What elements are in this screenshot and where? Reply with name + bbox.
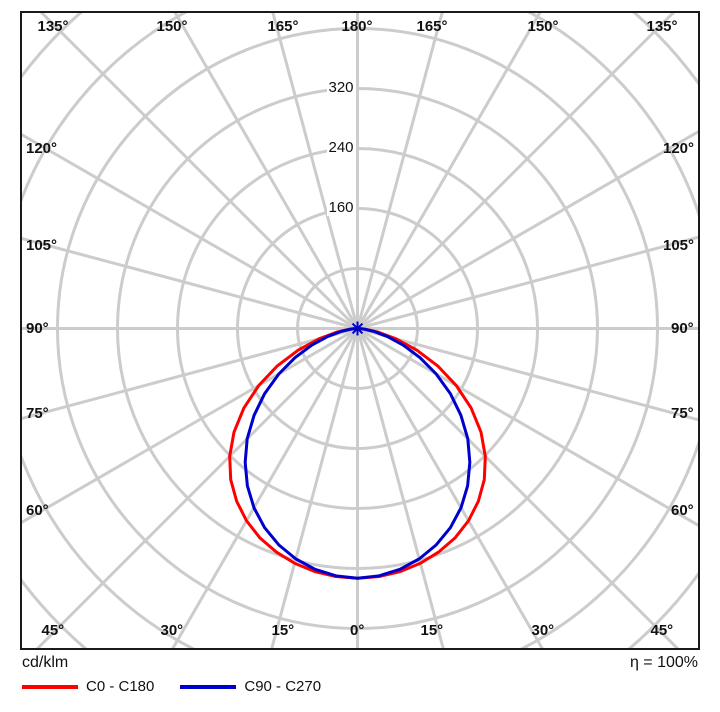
angle-label-left-4: 75° bbox=[26, 405, 49, 422]
angle-label-bottom-5: 30° bbox=[531, 622, 555, 639]
angle-label-bottom-0: 45° bbox=[41, 622, 65, 639]
legend-panel: cd/klm η = 100% C0 - C180 C90 - C270 bbox=[0, 652, 720, 712]
legend-item-1: C90 - C270 bbox=[180, 678, 321, 695]
angle-label-left-5: 60° bbox=[26, 502, 49, 519]
legend-label-1: C90 - C270 bbox=[244, 678, 322, 695]
legend-swatch-1 bbox=[180, 684, 237, 689]
angle-label-top-4: 165° bbox=[416, 18, 448, 35]
angle-label-top-5: 150° bbox=[527, 18, 559, 35]
radial-tick-label-160: 160 bbox=[326, 198, 356, 216]
radial-tick-label-240: 240 bbox=[326, 138, 356, 156]
angle-label-right-1: 120° bbox=[663, 140, 695, 157]
plot-frame bbox=[20, 11, 700, 650]
angle-label-left-3: 90° bbox=[26, 320, 49, 337]
angle-label-top-0: 135° bbox=[37, 18, 69, 35]
angle-label-top-3: 180° bbox=[341, 18, 373, 35]
unit-label: cd/klm bbox=[22, 654, 69, 671]
efficiency-label: η = 100% bbox=[629, 654, 698, 671]
angle-label-right-2: 105° bbox=[663, 237, 695, 254]
angle-label-right-4: 75° bbox=[671, 405, 694, 422]
angle-label-bottom-6: 45° bbox=[650, 622, 674, 639]
angle-label-bottom-1: 30° bbox=[160, 622, 184, 639]
legend-swatch-0 bbox=[22, 684, 78, 689]
angle-label-top-2: 165° bbox=[267, 18, 299, 35]
legend-item-0: C0 - C180 bbox=[22, 678, 154, 695]
angle-label-right-3: 90° bbox=[671, 320, 694, 337]
legend-items: C0 - C180 C90 - C270 bbox=[22, 678, 347, 695]
angle-label-bottom-4: 15° bbox=[420, 622, 444, 639]
angle-label-right-5: 60° bbox=[671, 502, 694, 519]
radial-tick-label-320: 320 bbox=[326, 78, 356, 96]
angle-label-top-1: 150° bbox=[156, 18, 188, 35]
angle-label-left-2: 105° bbox=[26, 237, 58, 254]
angle-label-bottom-2: 15° bbox=[271, 622, 295, 639]
angle-label-bottom-3: 0° bbox=[350, 622, 365, 639]
angle-label-top-6: 135° bbox=[646, 18, 678, 35]
angle-label-left-1: 120° bbox=[26, 140, 58, 157]
legend-label-0: C0 - C180 bbox=[86, 678, 155, 695]
